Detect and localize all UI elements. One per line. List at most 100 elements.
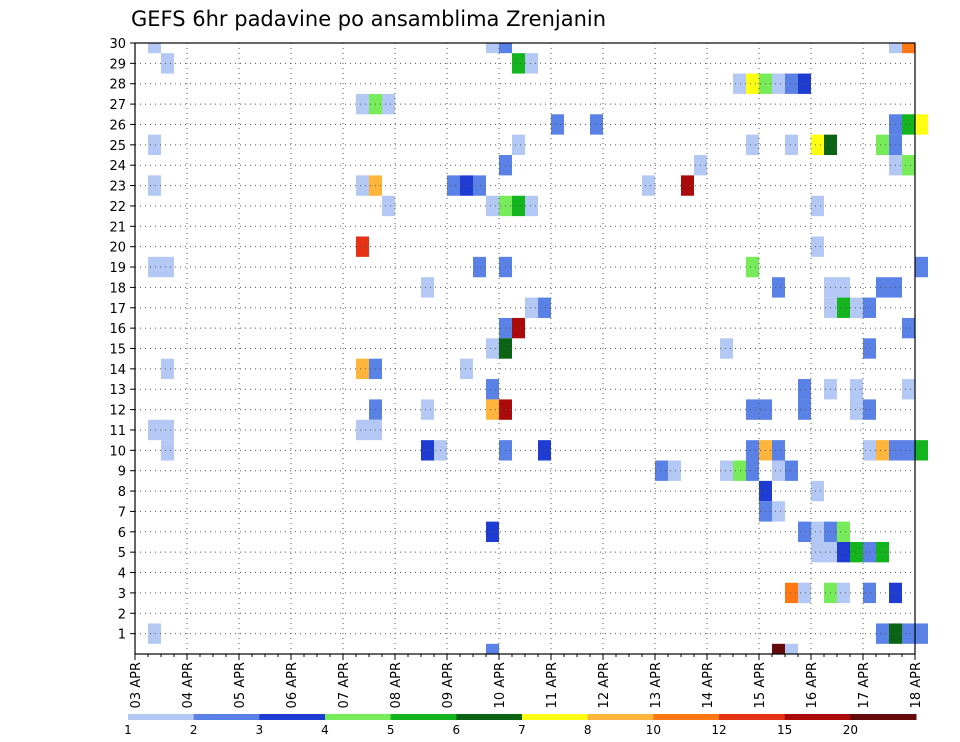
- heatmap-cell: [148, 419, 161, 441]
- y-tick-label: 1: [118, 628, 126, 643]
- heatmap-cell: [772, 460, 785, 481]
- heatmap-cell: [421, 399, 434, 420]
- heatmap-cell: [356, 93, 369, 115]
- x-tick-label: 18 APR: [909, 662, 924, 708]
- heatmap-cell: [486, 43, 499, 54]
- y-tick-label: 2: [118, 607, 126, 622]
- legend-tick-label: 1: [124, 723, 132, 737]
- heatmap-cell: [902, 623, 915, 644]
- heatmap-cell: [798, 521, 811, 542]
- heatmap-cell: [785, 582, 798, 604]
- heatmap-cell: [785, 134, 798, 156]
- heatmap-cell: [356, 175, 369, 196]
- heatmap-cell: [902, 317, 915, 339]
- x-tick-label: 04 APR: [181, 662, 196, 708]
- heatmap-cell: [850, 379, 863, 400]
- x-tick-label: 14 APR: [701, 662, 716, 708]
- heatmap-cell: [551, 114, 564, 135]
- heatmap-cell: [746, 399, 759, 420]
- heatmap-cell: [382, 195, 395, 217]
- heatmap-cell: [148, 256, 161, 278]
- heatmap-cell: [460, 358, 473, 380]
- heatmap-cell: [850, 541, 863, 563]
- heatmap-cell: [460, 175, 473, 196]
- y-tick-label: 6: [118, 526, 126, 541]
- heatmap-cell: [876, 134, 889, 156]
- legend-swatch: [784, 714, 851, 720]
- heatmap-cell: [915, 114, 928, 135]
- heatmap-cell: [746, 73, 759, 94]
- heatmap-cell: [486, 399, 499, 420]
- y-tick-label: 23: [109, 180, 126, 195]
- heatmap-cell: [902, 114, 915, 135]
- heatmap-cell: [811, 134, 824, 156]
- y-tick-label: 4: [118, 567, 126, 582]
- heatmap-cell: [590, 114, 603, 135]
- y-tick-label: 8: [118, 485, 126, 500]
- legend-swatch: [587, 714, 654, 720]
- heatmap-cell: [161, 53, 174, 74]
- x-tick-label: 15 APR: [753, 662, 768, 708]
- heatmap-cell: [447, 175, 460, 196]
- heatmap-cell: [473, 175, 486, 196]
- heatmap-cell: [642, 175, 655, 196]
- heatmap-cell: [772, 440, 785, 461]
- x-tick-label: 06 APR: [285, 662, 300, 708]
- heatmap-cell: [161, 419, 174, 441]
- heatmap-cell: [746, 134, 759, 156]
- legend-swatch: [390, 714, 457, 720]
- heatmap-cell: [486, 338, 499, 359]
- x-tick-label: 07 APR: [337, 662, 352, 708]
- y-tick-label: 28: [109, 78, 126, 93]
- y-tick-label: 27: [109, 98, 126, 113]
- heatmap-cell: [538, 297, 551, 318]
- heatmap-cell: [772, 501, 785, 522]
- heatmap-cell: [785, 460, 798, 481]
- heatmap-cell: [668, 460, 681, 481]
- legend-swatch: [719, 714, 786, 720]
- heatmap-cell: [499, 43, 512, 54]
- heatmap-cell: [850, 399, 863, 420]
- heatmap-cell: [421, 277, 434, 298]
- heatmap-cell: [655, 460, 668, 481]
- y-tick-label: 29: [109, 57, 126, 72]
- heatmap-cell: [486, 379, 499, 400]
- heatmap-cell: [811, 541, 824, 563]
- legend-tick-label: 15: [777, 723, 792, 737]
- legend-swatch: [325, 714, 392, 720]
- legend-tick-label: 7: [518, 723, 526, 737]
- heatmap-cell: [681, 175, 694, 196]
- legend-swatch: [850, 714, 917, 720]
- heatmap-cell: [863, 338, 876, 359]
- heatmap-cell: [720, 460, 733, 481]
- heatmap-cell: [720, 338, 733, 359]
- y-tick-label: 18: [109, 281, 126, 296]
- y-tick-label: 3: [118, 587, 126, 602]
- heatmap-cell: [356, 236, 369, 257]
- x-tick-label: 12 APR: [597, 662, 612, 708]
- heatmap-cell: [811, 521, 824, 542]
- y-tick-label: 5: [118, 546, 126, 561]
- heatmap-cell: [850, 297, 863, 318]
- legend-swatch: [456, 714, 523, 720]
- heatmap-cell: [772, 277, 785, 298]
- heatmap-cell: [837, 582, 850, 604]
- heatmap-cell: [902, 155, 915, 176]
- y-tick-label: 17: [109, 302, 126, 317]
- x-tick-label: 13 APR: [649, 662, 664, 708]
- x-tick-label: 10 APR: [493, 662, 508, 708]
- grid-lines: [135, 42, 915, 654]
- y-tick-label: 11: [109, 424, 126, 439]
- legend-tick-label: 20: [843, 723, 858, 737]
- heatmap-cell: [811, 195, 824, 217]
- heatmap-cell: [525, 297, 538, 318]
- legend-tick-label: 12: [711, 723, 726, 737]
- heatmap-cell: [148, 134, 161, 156]
- heatmap-cell: [733, 73, 746, 94]
- heatmap-cell: [512, 53, 525, 74]
- heatmap-cell: [902, 379, 915, 400]
- y-axis: 1234567891011121314151617181920212223242…: [109, 37, 135, 643]
- heatmap-cell: [785, 643, 798, 654]
- heatmap-cell: [837, 541, 850, 563]
- y-tick-label: 26: [109, 118, 126, 133]
